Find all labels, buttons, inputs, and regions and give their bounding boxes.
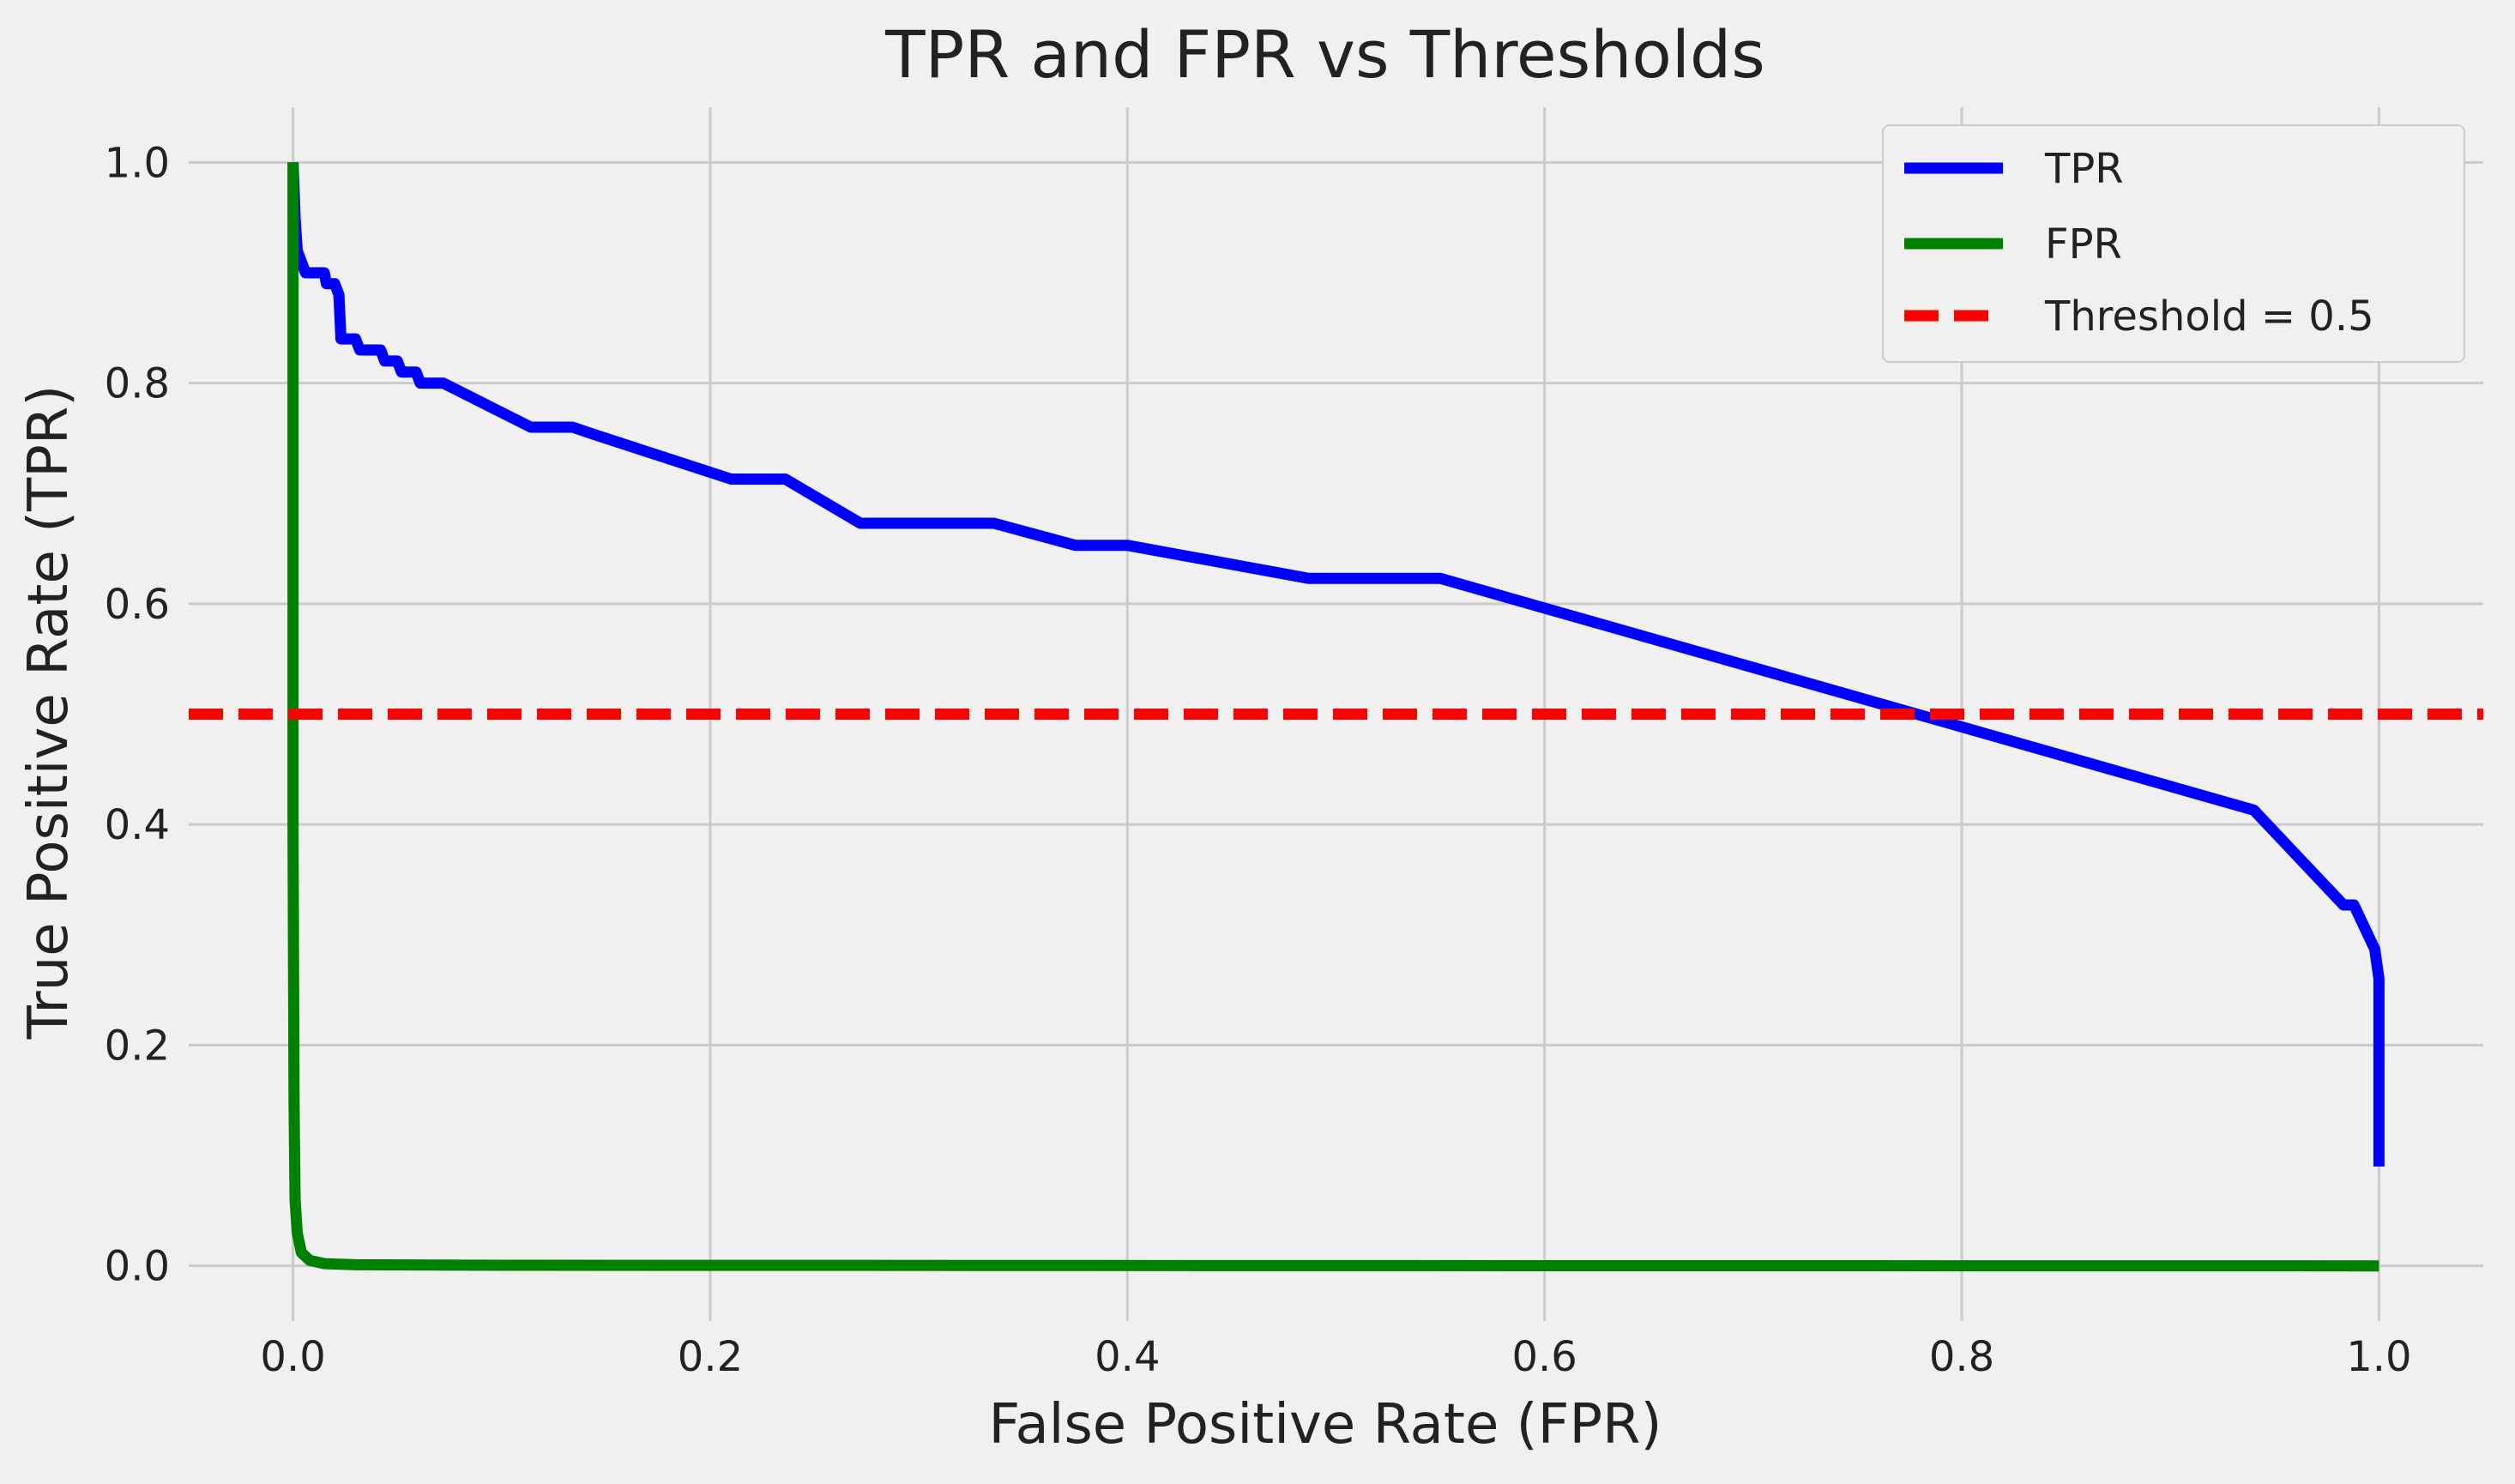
legend: TPR FPR Threshold = 0.5: [1882, 124, 2465, 363]
series-line-tpr: [287, 162, 2385, 1167]
series-lines: [189, 162, 2483, 1272]
y-tick-label: 0.8: [105, 360, 170, 408]
y-tick-label: 1.0: [105, 139, 170, 187]
x-tick-label: 0.6: [1512, 1333, 1577, 1381]
y-tick-label: 0.0: [105, 1243, 170, 1291]
y-tick-label: 0.4: [105, 801, 170, 849]
x-tick-label: 0.2: [678, 1333, 743, 1381]
x-tick-label: 0.0: [260, 1333, 325, 1381]
y-axis-label: True Positive Rate (TPR): [17, 385, 81, 1041]
chart-title: TPR and FPR vs Thresholds: [884, 16, 1765, 93]
x-tick-label: 1.0: [2346, 1333, 2411, 1381]
series-line-fpr: [287, 162, 2379, 1272]
legend-threshold-label: Threshold = 0.5: [2044, 293, 2374, 341]
y-tick-label: 0.6: [105, 581, 170, 629]
legend-fpr-label: FPR: [2045, 220, 2122, 268]
legend-tpr-label: TPR: [2044, 145, 2124, 193]
tick-labels: 0.0 0.2 0.4 0.6 0.8 1.0 0.0 0.2 0.4 0.6 0.8 1.0: [105, 139, 2412, 1381]
x-tick-label: 0.4: [1095, 1333, 1160, 1381]
legend-box: [1882, 124, 2465, 363]
y-tick-label: 0.2: [105, 1022, 170, 1070]
x-axis-label: False Positive Rate (FPR): [989, 1393, 1662, 1457]
x-tick-label: 0.8: [1929, 1333, 1994, 1381]
